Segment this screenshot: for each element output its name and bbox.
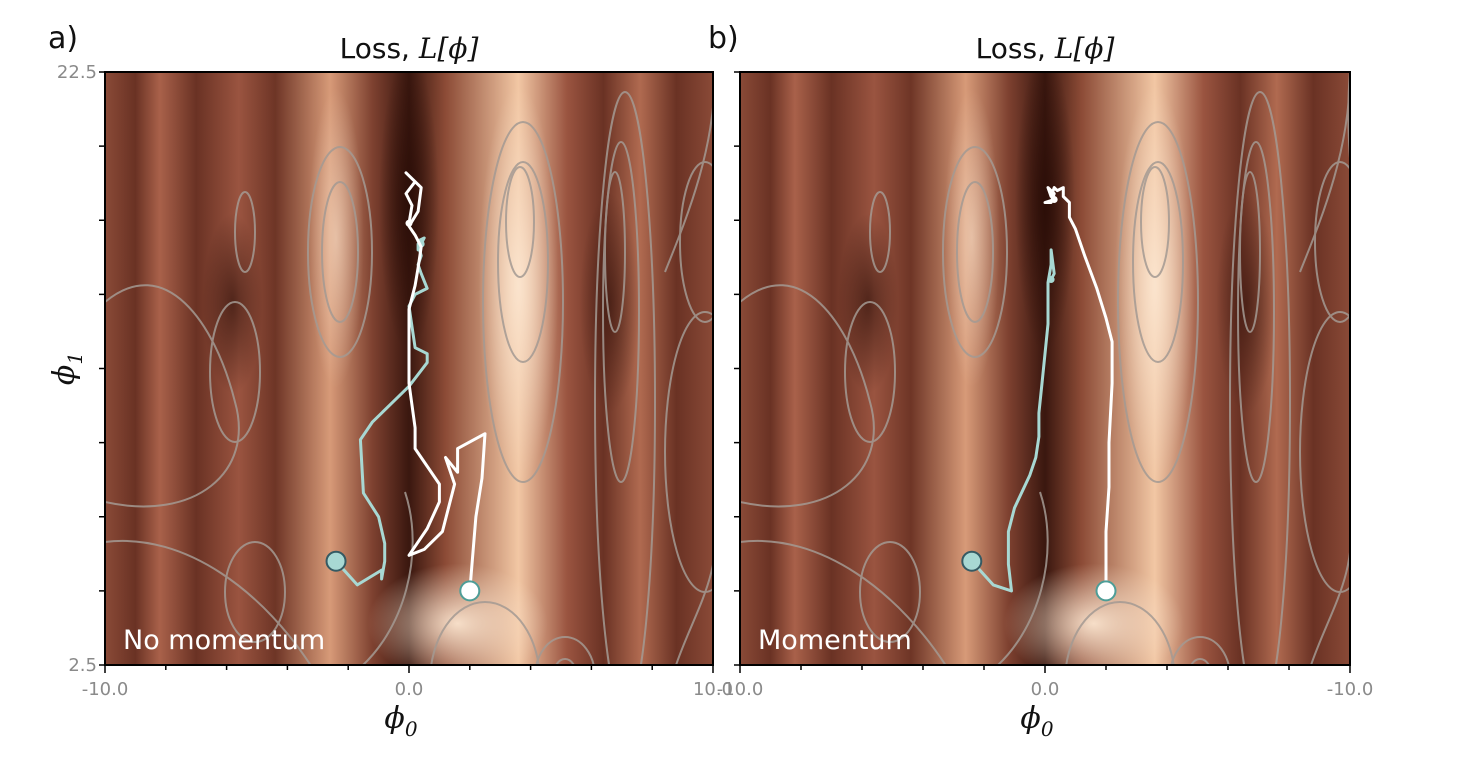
trajectory-1 xyxy=(404,171,487,593)
x-tick-label: -10.0 xyxy=(717,679,764,700)
panel-letter: a) xyxy=(48,21,78,56)
loss-heatmap xyxy=(105,72,713,665)
x-axis-label: ϕ0 xyxy=(1020,701,1053,741)
x-axis-label: ϕ0 xyxy=(384,701,417,741)
start-marker xyxy=(1095,580,1117,602)
y-tick-label: 2.5 xyxy=(68,655,97,676)
panel-a: -10.0 0.0 10.0 2.5 22.5 a) Loss, L[ϕ] ϕ0 ϕ1 No mo… xyxy=(47,21,733,741)
panel-b: -10.0 0.0 -10.0 b) Loss, L[ϕ] ϕ0 Momentum xyxy=(708,21,1374,741)
trajectory-end-point xyxy=(1050,195,1058,203)
start-marker xyxy=(961,550,983,572)
corner-label: Momentum xyxy=(758,625,912,656)
corner-label: No momentum xyxy=(123,625,325,656)
trajectory-1 xyxy=(1043,186,1114,593)
chart-title: Loss, L[ϕ] xyxy=(976,32,1115,65)
trajectory-end-point xyxy=(1047,276,1055,284)
y-axis-label: ϕ1 xyxy=(47,352,87,385)
trajectory-0 xyxy=(970,248,1056,593)
start-marker xyxy=(325,550,347,572)
y-tick-label: 22.5 xyxy=(57,62,97,83)
x-tick-label: 0.0 xyxy=(1031,679,1060,700)
x-tick-label: -10.0 xyxy=(82,679,129,700)
chart-title: Loss, L[ϕ] xyxy=(340,32,479,65)
x-tick-label: -10.0 xyxy=(1327,679,1374,700)
trajectory-end-point xyxy=(405,219,413,227)
panel-letter: b) xyxy=(708,21,739,56)
x-tick-label: 10.0 xyxy=(693,679,733,700)
start-marker xyxy=(459,580,481,602)
x-tick-label: 0.0 xyxy=(395,679,424,700)
